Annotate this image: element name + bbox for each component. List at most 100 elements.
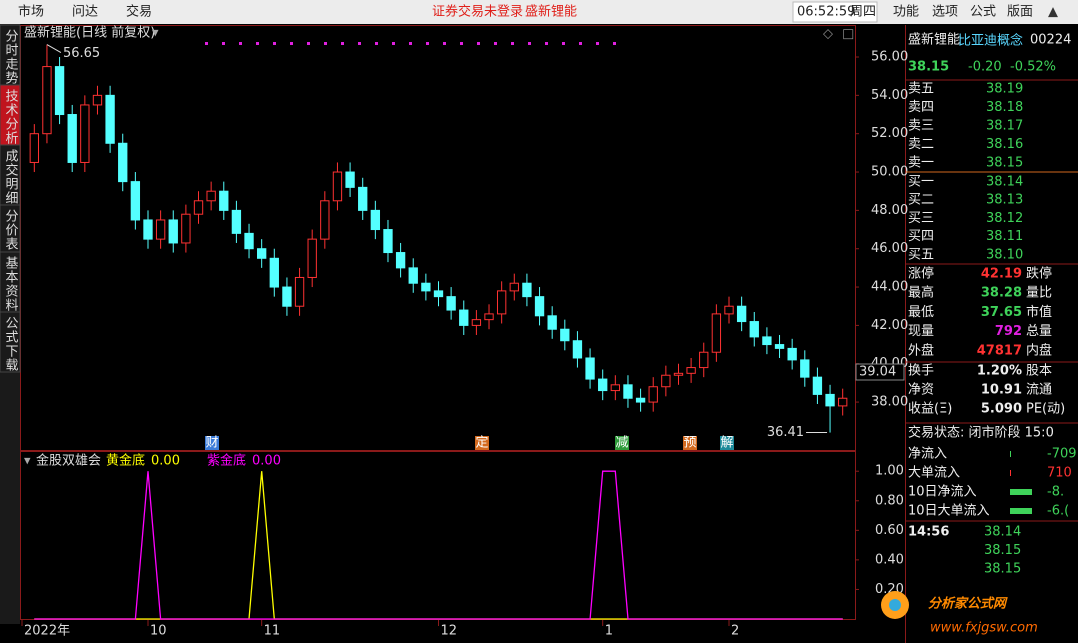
flow-label: 10日净流入 xyxy=(908,485,977,500)
side-tab-label: 成交明细 xyxy=(3,149,19,205)
candle-body xyxy=(446,296,456,311)
ask-label: 卖三 xyxy=(908,119,934,134)
signal-dot xyxy=(545,42,548,45)
stat-value: 38.28 xyxy=(981,286,1022,301)
candle-body xyxy=(421,282,431,292)
menu-item[interactable]: 问达 xyxy=(72,5,98,20)
candle-body xyxy=(168,219,178,244)
tool-menu[interactable]: 公式 xyxy=(970,5,996,20)
ask-label: 卖五 xyxy=(908,82,934,97)
candle-body xyxy=(383,229,393,254)
legend-value: 0.00 xyxy=(151,454,180,469)
event-label: 减 xyxy=(615,436,628,451)
candle-body xyxy=(118,142,128,183)
tool-menu[interactable]: 版面 xyxy=(1007,5,1033,20)
candle-body xyxy=(560,328,570,342)
signal-dot xyxy=(511,42,514,45)
side-tab[interactable] xyxy=(0,311,21,373)
candle-body xyxy=(219,190,229,211)
legend-value: 0.00 xyxy=(252,454,281,469)
signal-dot xyxy=(494,42,497,45)
candle-body xyxy=(724,305,734,315)
x-tick-label: 2022年 xyxy=(24,624,70,639)
candle-body xyxy=(787,347,797,361)
candle-body xyxy=(307,238,317,278)
candle-body xyxy=(762,336,772,346)
menu-item[interactable]: 交易 xyxy=(126,4,152,20)
bid-price: 38.13 xyxy=(986,193,1023,208)
tick-time: 14:56 xyxy=(908,525,949,540)
cursor-box xyxy=(855,363,905,381)
stat-value: 42.19 xyxy=(981,267,1022,282)
candle-body xyxy=(673,372,684,376)
event-marker[interactable] xyxy=(205,436,219,450)
ask-price: 38.15 xyxy=(986,156,1023,171)
flow-bar xyxy=(1010,451,1011,457)
candle-body xyxy=(80,104,90,163)
fund-label: 流通 xyxy=(1026,383,1052,398)
signal-dot xyxy=(443,42,446,45)
candle-body xyxy=(585,357,595,380)
bid-price: 38.12 xyxy=(986,211,1023,226)
stat-label: 总量 xyxy=(1026,324,1052,339)
signal-dot xyxy=(307,42,310,45)
stat-label: 市值 xyxy=(1026,304,1052,320)
top-bar xyxy=(0,0,1078,24)
candle-body xyxy=(105,94,115,144)
window-button[interactable]: ▲ xyxy=(1048,5,1058,20)
annotation: 36.41 xyxy=(767,425,804,440)
candle-body xyxy=(181,213,191,244)
tool-menu[interactable]: 功能 xyxy=(893,5,919,20)
flow-bar xyxy=(1010,508,1032,514)
signal-dot xyxy=(273,42,276,45)
event-marker[interactable] xyxy=(720,436,734,450)
signal-dot xyxy=(222,42,225,45)
candle-body xyxy=(282,286,292,307)
candle-body xyxy=(155,219,166,240)
watermark: 分析家公式网 www.fxjgsw.com xyxy=(881,591,1038,636)
chart-icon[interactable]: ◇ xyxy=(823,27,833,42)
candle-body xyxy=(320,200,330,240)
x-tick-label: 11 xyxy=(264,624,281,639)
signal-dot xyxy=(562,42,565,45)
event-marker[interactable] xyxy=(683,436,697,450)
y-tick-label: 42.00 xyxy=(871,318,908,333)
flow-label: 10日大单流入 xyxy=(908,504,990,519)
tick-price: 38.15 xyxy=(984,562,1021,577)
title-dropdown[interactable]: ▾ xyxy=(152,26,159,41)
signal-dot xyxy=(477,42,480,45)
candle-body xyxy=(193,200,204,215)
candle-body xyxy=(572,340,583,359)
candle-body xyxy=(459,309,469,326)
fund-label: 净资 xyxy=(908,383,934,398)
tool-menu[interactable]: 选项 xyxy=(932,5,958,20)
candle-body xyxy=(610,384,620,392)
candle-body xyxy=(736,305,747,323)
candle-body xyxy=(509,282,519,292)
menu-item[interactable]: 市场 xyxy=(18,4,44,20)
candle-body xyxy=(648,386,658,403)
stat-value: 47817 xyxy=(977,343,1022,358)
indicator-title: 金股双雄会 xyxy=(36,453,101,469)
event-marker[interactable] xyxy=(475,436,489,450)
fund-value: 5.090 xyxy=(981,402,1022,417)
stat-label: 最低 xyxy=(908,305,934,320)
candle-body xyxy=(294,276,305,307)
y-tick-label: 44.00 xyxy=(871,280,908,295)
concept: 比亚迪概念 xyxy=(958,33,1023,49)
y-tick-label: 52.00 xyxy=(871,126,908,141)
indicator-dropdown[interactable]: ▾ xyxy=(24,454,31,469)
ask-price: 38.17 xyxy=(986,119,1023,134)
candle-body xyxy=(244,232,254,250)
chart-icon[interactable]: □ xyxy=(842,27,854,42)
bid-price: 38.14 xyxy=(986,175,1023,190)
signal-dot xyxy=(324,42,327,45)
stat-label: 内盘 xyxy=(1026,342,1052,358)
side-tab-label: 分时走势 xyxy=(3,29,19,85)
x-tick-label: 1 xyxy=(605,624,613,639)
event-marker[interactable] xyxy=(615,436,629,450)
candle-body xyxy=(408,267,418,284)
y-tick-label: 50.00 xyxy=(871,165,908,180)
ask-price: 38.16 xyxy=(986,137,1023,152)
